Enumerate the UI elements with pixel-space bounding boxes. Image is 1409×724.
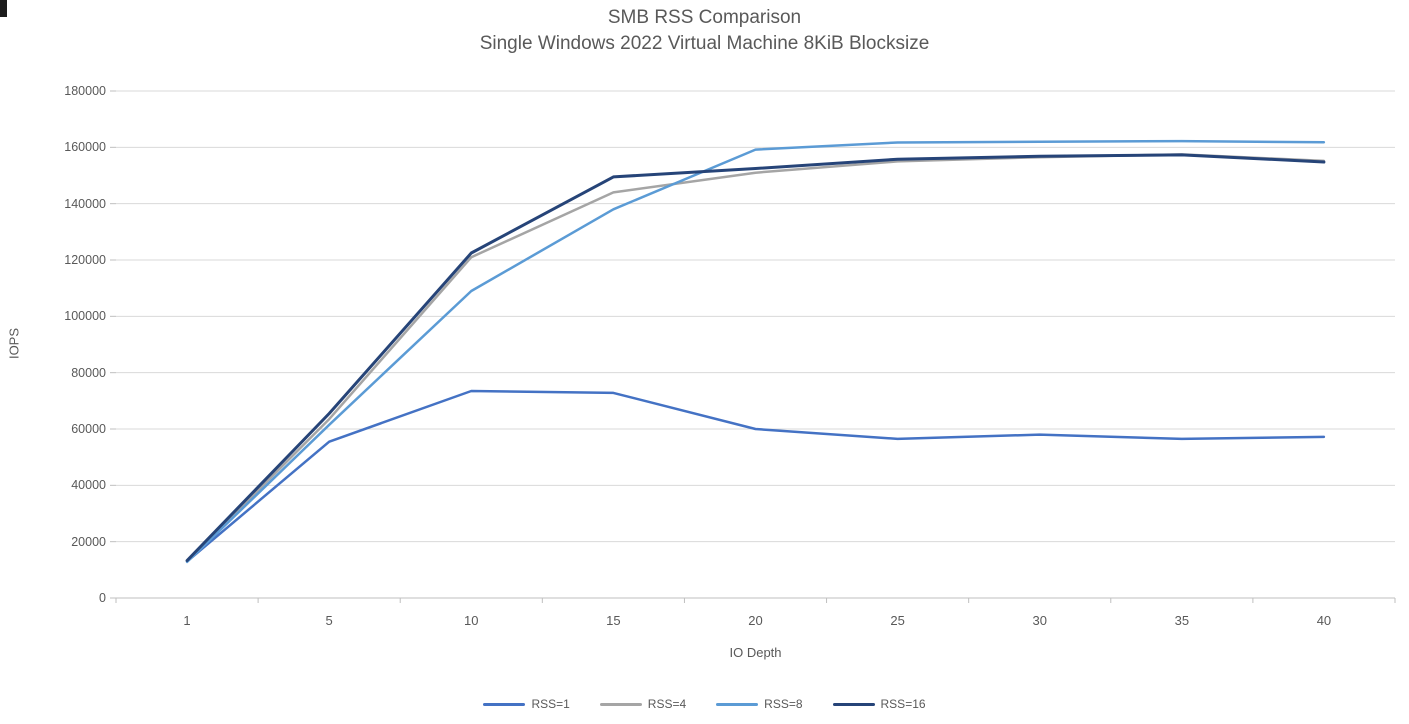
- y-tick-label: 120000: [64, 253, 106, 267]
- x-tick-label: 30: [1032, 613, 1047, 628]
- chart-subtitle: Single Windows 2022 Virtual Machine 8KiB…: [479, 33, 930, 54]
- x-tick-label: 10: [464, 613, 479, 628]
- x-tick-label: 35: [1174, 613, 1190, 628]
- chart-legend: RSS=1 RSS=4 RSS=8 RSS=16: [0, 697, 1409, 711]
- legend-swatch: [483, 702, 526, 706]
- x-tick-label: 40: [1316, 613, 1332, 628]
- x-tick-label: 25: [890, 613, 905, 628]
- x-axis-title: IO Depth: [729, 645, 782, 660]
- y-tick-label: 140000: [64, 196, 106, 211]
- y-tick-label: 60000: [71, 422, 106, 436]
- y-tick-label: 160000: [64, 140, 106, 155]
- screenshot-corner-artifact: [0, 0, 7, 17]
- x-tick-label: 5: [325, 613, 333, 628]
- legend-label: RSS=4: [647, 697, 687, 711]
- y-tick-label: 0: [99, 591, 106, 605]
- legend-swatch: [716, 702, 759, 706]
- series-line-rss-16: [185, 153, 1326, 562]
- legend-label: RSS=1: [531, 697, 570, 711]
- series-line-rss-4: [185, 153, 1326, 563]
- series-line-rss-1: [185, 389, 1326, 563]
- y-tick-label: 100000: [64, 309, 106, 324]
- legend-item-rss-8: RSS=8: [716, 697, 803, 711]
- legend-swatch: [832, 702, 875, 706]
- legend-item-rss-1: RSS=1: [483, 697, 570, 711]
- legend-item-rss-16: RSS=16: [832, 697, 926, 711]
- legend-label: RSS=8: [764, 697, 803, 711]
- y-tick-label: 180000: [64, 84, 106, 98]
- x-tick-label: 15: [606, 613, 621, 628]
- x-tick-label: 1: [183, 613, 191, 628]
- y-tick-label: 20000: [71, 534, 106, 549]
- legend-label: RSS=16: [880, 697, 926, 711]
- legend-item-rss-4: RSS=4: [599, 697, 687, 711]
- legend-swatch: [599, 702, 642, 706]
- y-tick-label: 80000: [71, 365, 106, 380]
- x-tick-label: 20: [748, 613, 763, 628]
- y-tick-label: 40000: [71, 478, 106, 493]
- y-axis-title: IOPS: [6, 327, 22, 360]
- series-line-rss-8: [185, 139, 1326, 564]
- chart-title: SMB RSS Comparison: [607, 7, 802, 28]
